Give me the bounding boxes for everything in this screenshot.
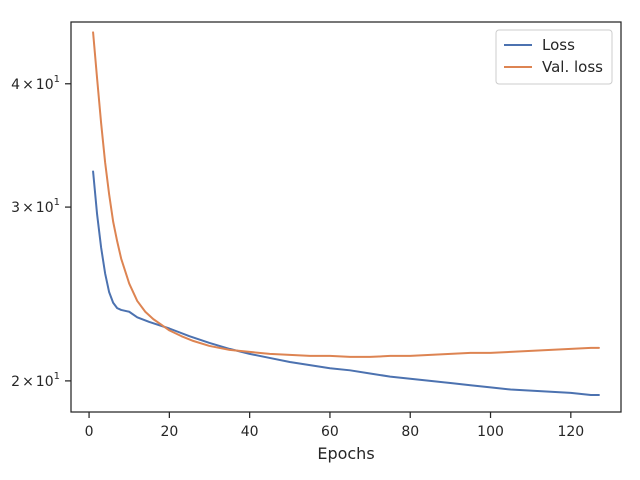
y-tick-times: × <box>22 77 34 93</box>
y-tick-base: 10 <box>36 200 54 216</box>
x-tick-label: 20 <box>160 424 178 440</box>
y-tick-exponent: 1 <box>54 197 60 208</box>
y-tick-times: × <box>22 374 34 390</box>
series-line-0 <box>92 170 600 397</box>
y-tick-mantissa: 3 <box>11 200 20 216</box>
y-tick-label: 2 × 101 <box>11 371 60 390</box>
x-axis-label: Epochs <box>317 444 374 463</box>
y-tick-exponent: 1 <box>54 371 60 382</box>
y-tick-times: × <box>22 200 34 216</box>
y-tick-mantissa: 4 <box>11 77 20 93</box>
plot-lines <box>92 31 600 397</box>
y-tick-exponent: 1 <box>54 74 60 85</box>
x-tick-label: 0 <box>85 424 94 440</box>
y-tick-label: 3 × 101 <box>11 197 60 216</box>
x-tick-label: 120 <box>557 424 584 440</box>
legend-label-1: Val. loss <box>542 58 603 76</box>
legend-box <box>495 29 613 85</box>
x-tick-label: 80 <box>401 424 419 440</box>
legend-label-0: Loss <box>542 36 575 54</box>
plot-frame <box>70 21 622 413</box>
y-tick-mantissa: 2 <box>11 374 20 390</box>
y-tick-base: 10 <box>36 77 54 93</box>
legend: Loss Val. loss <box>495 29 613 85</box>
series-line-1 <box>92 31 600 358</box>
x-tick-label: 60 <box>321 424 339 440</box>
x-axis: 0 20 40 60 80 100 120 <box>85 412 584 440</box>
x-tick-label: 40 <box>241 424 259 440</box>
y-tick-base: 10 <box>36 374 54 390</box>
x-tick-label: 100 <box>477 424 504 440</box>
y-tick-label: 4 × 101 <box>11 74 60 93</box>
